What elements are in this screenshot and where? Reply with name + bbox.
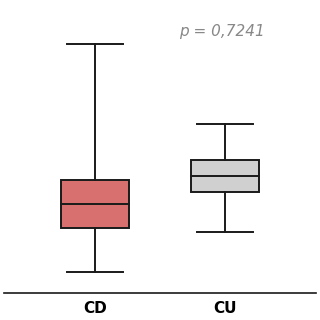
- Bar: [61, 180, 129, 228]
- Text: p = 0,7241: p = 0,7241: [179, 24, 264, 39]
- Bar: [191, 160, 259, 192]
